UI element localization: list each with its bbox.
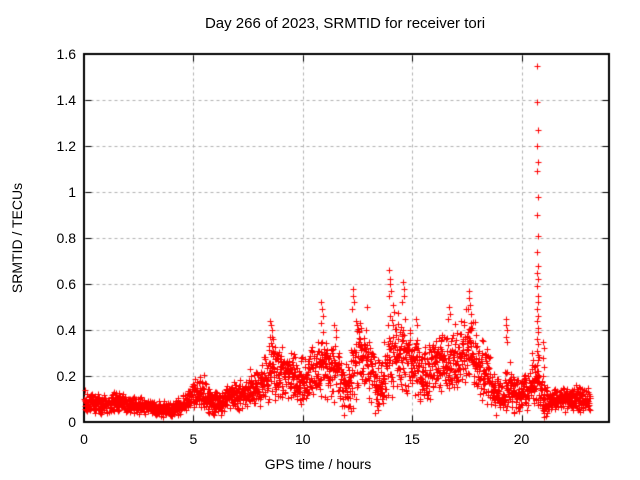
x-tick-label: 5 [189,431,198,447]
x-tick-label: 10 [294,431,311,447]
y-tick-label: 0.6 [56,276,76,292]
y-tick-label: 0.8 [56,230,76,246]
x-tick-label: 20 [513,431,530,447]
y-tick-label: 1 [68,184,76,200]
y-tick-label: 1.2 [56,138,76,154]
chart-title: Day 266 of 2023, SRMTID for receiver tor… [204,15,486,32]
x-tick-label: 0 [80,431,88,447]
y-tick-label: 1.4 [56,92,76,108]
y-tick-label: 0.4 [56,322,76,338]
x-tick-label: 15 [404,431,420,447]
x-axis-label: GPS time / hours [264,456,372,472]
y-tick-label: 0 [68,414,76,430]
y-axis-label: SRMTID / TECUs [9,182,25,294]
y-tick-label: 1.6 [56,46,76,62]
y-tick-label: 0.2 [56,368,76,384]
